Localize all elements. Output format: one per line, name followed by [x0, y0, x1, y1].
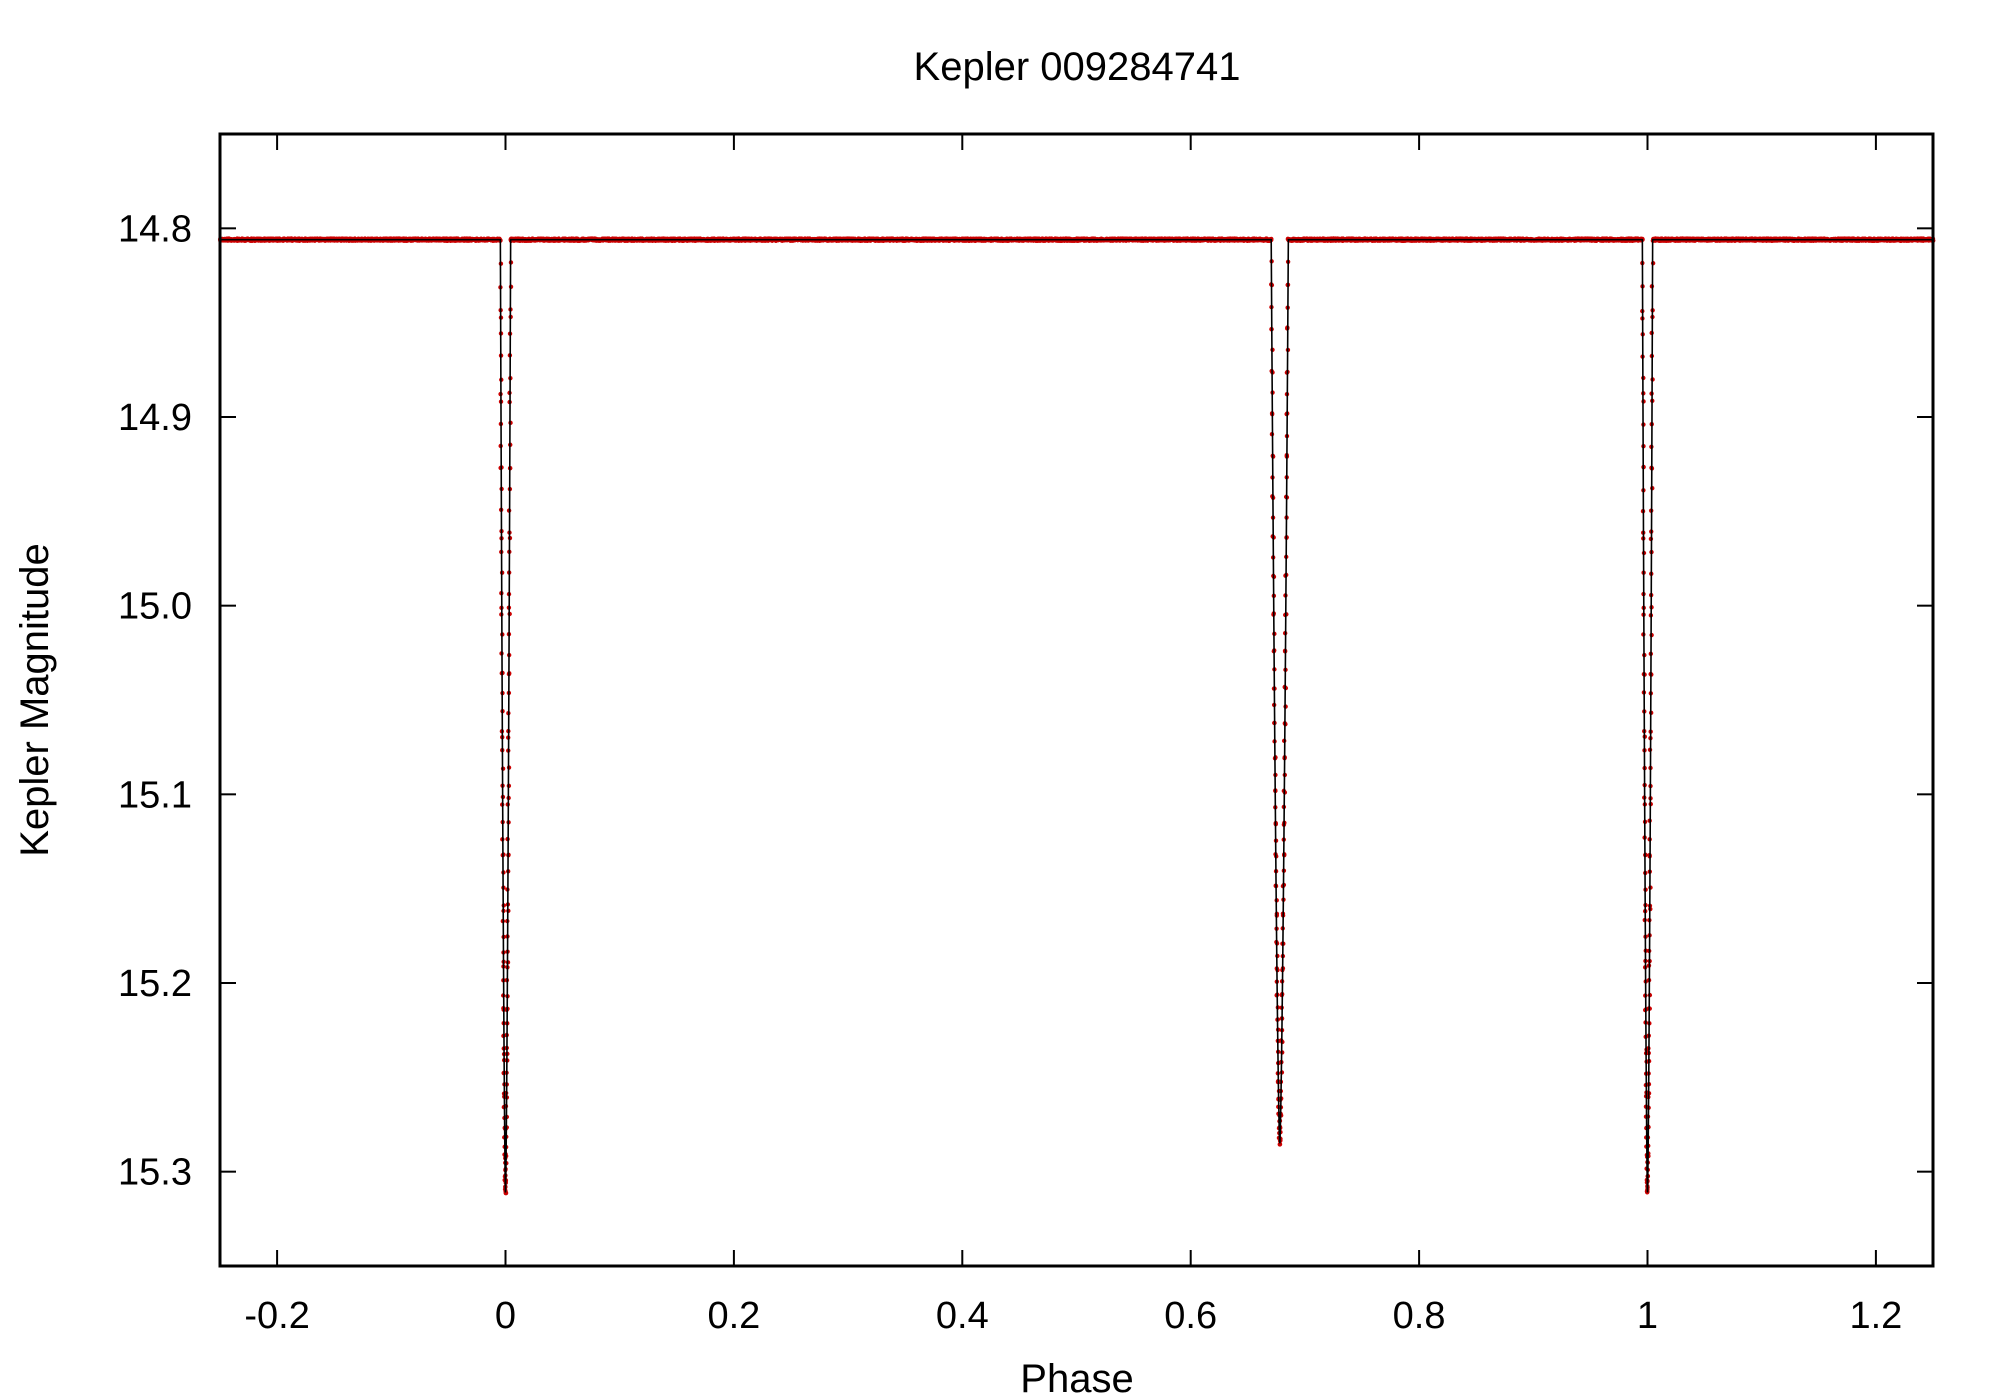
plot-area — [217, 236, 1936, 1196]
chart-title: Kepler 009284741 — [914, 45, 1241, 89]
